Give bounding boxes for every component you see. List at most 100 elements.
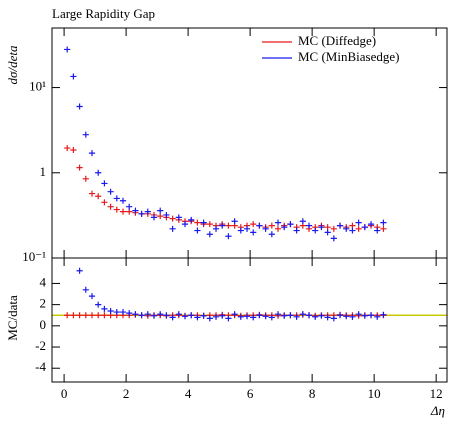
- data-point: [76, 312, 83, 319]
- data-point: [119, 309, 127, 316]
- data-point: [361, 224, 368, 231]
- data-point: [330, 235, 337, 242]
- data-point: [200, 219, 207, 226]
- top-plot-area: [64, 46, 387, 242]
- data-point: [336, 312, 344, 319]
- data-point: [194, 219, 201, 226]
- data-point: [107, 307, 114, 314]
- data-point: [324, 224, 331, 231]
- data-point: [95, 193, 102, 200]
- data-point: [243, 313, 251, 320]
- data-point: [82, 131, 89, 138]
- x-tick-label: 6: [247, 386, 254, 401]
- data-point: [95, 312, 102, 319]
- data-point: [70, 73, 77, 80]
- data-point: [274, 311, 282, 318]
- data-point: [175, 311, 182, 318]
- y-tick-label: 1: [40, 164, 47, 179]
- data-point: [157, 213, 164, 220]
- data-point: [119, 197, 127, 204]
- chart-title: Large Rapidity Gap: [52, 6, 155, 21]
- data-point: [163, 312, 170, 319]
- x-tick-label: 12: [430, 386, 443, 401]
- ratio-plot-area: [52, 174, 447, 322]
- x-tick-label: 10: [368, 386, 381, 401]
- data-point: [101, 305, 108, 312]
- data-point: [64, 145, 71, 152]
- data-point: [355, 219, 362, 226]
- data-point: [64, 174, 70, 180]
- data-point: [219, 312, 226, 319]
- data-point: [113, 195, 120, 202]
- data-point: [355, 311, 362, 318]
- data-point: [256, 222, 263, 229]
- data-point: [380, 311, 387, 318]
- data-point: [88, 150, 96, 157]
- data-point: [70, 147, 77, 154]
- data-point: [188, 216, 195, 223]
- data-point: [101, 312, 108, 319]
- data-point: [169, 225, 176, 232]
- x-tick-label: 4: [185, 386, 192, 401]
- data-point: [88, 312, 96, 319]
- data-point: [312, 313, 319, 320]
- data-point: [243, 225, 251, 232]
- data-point: [206, 231, 213, 238]
- data-point: [95, 301, 102, 308]
- data-point: [349, 227, 356, 234]
- y-tick-label: 10⁻¹: [22, 249, 46, 264]
- data-point: [181, 313, 189, 320]
- data-point: [76, 164, 83, 171]
- data-point: [126, 310, 133, 317]
- y-tick-label: -2: [35, 338, 46, 353]
- data-point: [231, 218, 238, 225]
- ratio-y-axis-label: MC/data: [5, 295, 20, 341]
- data-point: [281, 312, 288, 319]
- data-point: [150, 214, 158, 221]
- data-point: [380, 225, 387, 232]
- data-point: [76, 103, 83, 110]
- data-point: [318, 224, 325, 231]
- data-point: [212, 313, 220, 320]
- data-point: [212, 225, 220, 232]
- data-point: [188, 312, 195, 319]
- data-point: [268, 314, 275, 321]
- data-point: [82, 286, 89, 293]
- data-point: [157, 311, 164, 318]
- data-point: [305, 222, 313, 229]
- data-point: [82, 175, 89, 182]
- data-point: [343, 313, 350, 320]
- data-point: [175, 214, 182, 221]
- data-point: [268, 222, 275, 229]
- data-point: [194, 227, 201, 234]
- data-point: [169, 314, 176, 321]
- data-point: [281, 224, 288, 231]
- data-point: [150, 312, 158, 319]
- data-point: [305, 312, 313, 319]
- data-point: [132, 207, 139, 214]
- data-point: [250, 229, 257, 236]
- data-point: [287, 221, 294, 228]
- data-point: [101, 180, 108, 187]
- data-point: [163, 211, 170, 218]
- data-point: [231, 311, 238, 318]
- legend-label: MC (Diffedge): [298, 33, 376, 48]
- data-point: [256, 312, 263, 319]
- data-point: [330, 225, 337, 232]
- data-point: [262, 225, 269, 232]
- data-point: [113, 206, 120, 213]
- data-point: [157, 207, 164, 214]
- data-point: [324, 229, 331, 236]
- y-tick-label: 0: [40, 317, 47, 332]
- data-point: [206, 221, 213, 228]
- data-point: [107, 203, 114, 210]
- data-point: [336, 222, 344, 229]
- data-point: [181, 221, 189, 228]
- data-point: [88, 190, 96, 197]
- data-point: [287, 312, 294, 319]
- data-point: [113, 309, 120, 316]
- data-point: [268, 231, 275, 238]
- data-point: [274, 219, 282, 226]
- data-point: [349, 313, 356, 320]
- legend-label: MC (MinBiasedge): [298, 49, 399, 64]
